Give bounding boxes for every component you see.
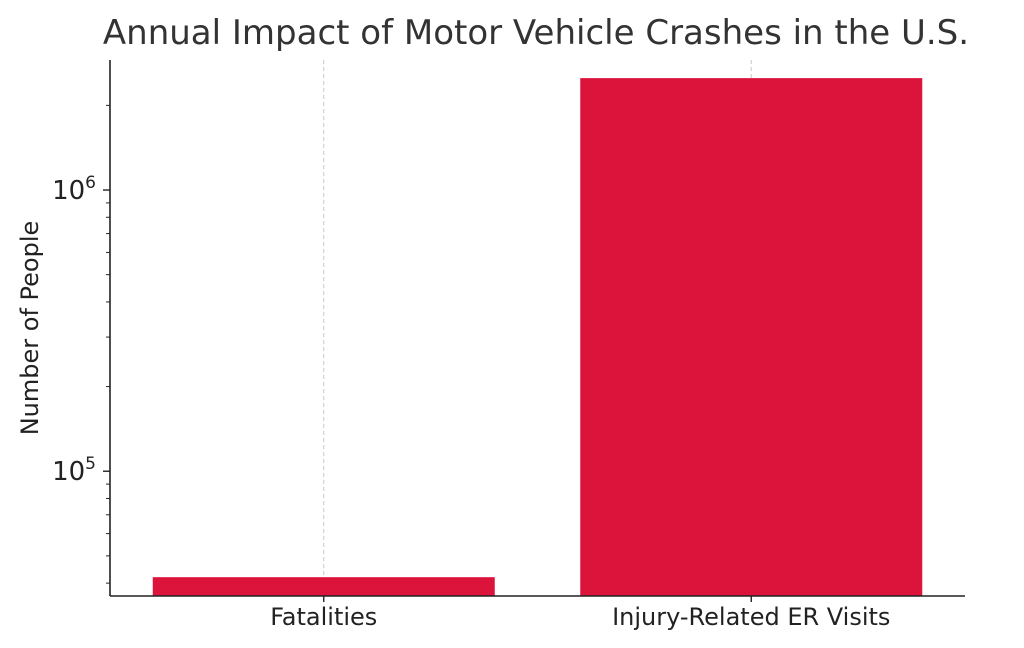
bar-fatalities <box>152 577 495 596</box>
y-tick-label: 105 <box>52 454 96 487</box>
y-axis-label: Number of People <box>16 221 44 436</box>
x-tick-label: Injury-Related ER Visits <box>612 603 890 631</box>
label-layer: 105 106 Fatalities Injury-Related ER Visits <box>52 173 890 631</box>
x-tick-label: Fatalities <box>270 603 377 631</box>
y-tick-label: 106 <box>52 173 96 206</box>
axis-layer <box>103 60 965 602</box>
bar-layer <box>152 78 923 596</box>
bar-injury-related-er-visits <box>580 78 923 596</box>
chart-title: Annual Impact of Motor Vehicle Crashes i… <box>103 13 969 53</box>
